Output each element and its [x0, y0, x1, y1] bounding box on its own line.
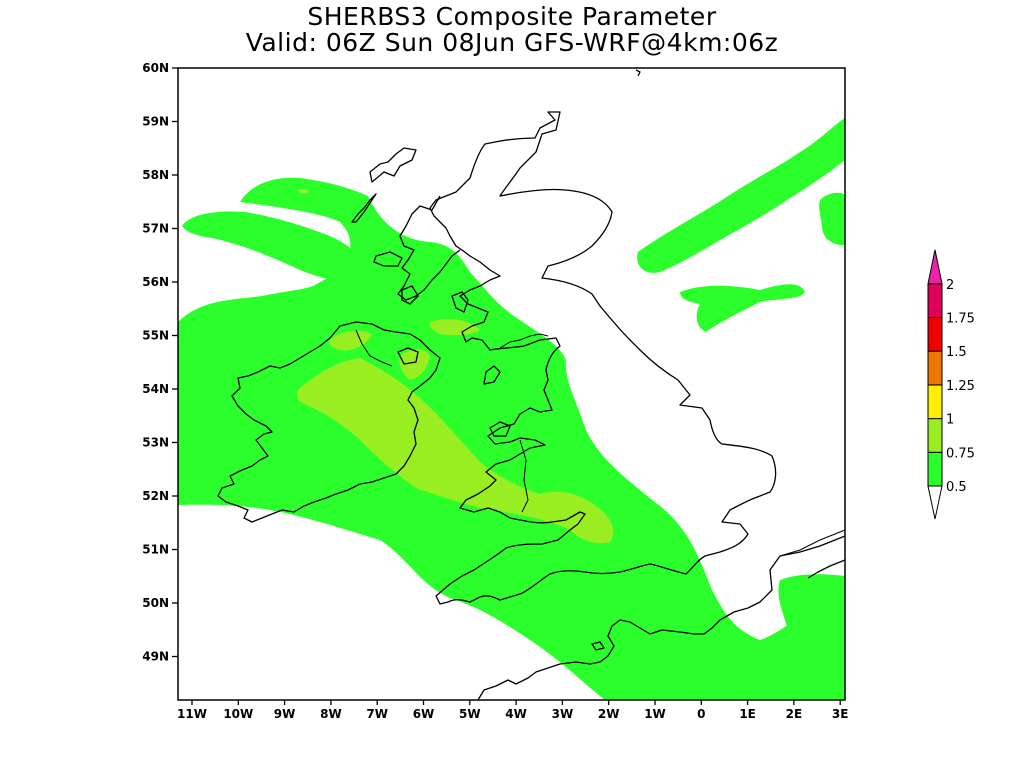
field-0.5-lobe [680, 284, 805, 332]
field-0.5-nw [182, 211, 364, 281]
colorbar-swatch [927, 418, 943, 453]
lon-tick-label: 10W [223, 707, 253, 721]
lon-tick-label: 11W [177, 707, 207, 721]
field-0.5-north-sea [637, 118, 845, 273]
coastline-continent-east [807, 559, 846, 579]
colorbar-over-triangle [927, 249, 943, 285]
lat-tick-label: 56N [142, 275, 169, 289]
colorbar-level-label: 0.75 [946, 446, 975, 461]
coastline-norway [635, 69, 641, 77]
colorbar-level-label: 1 [946, 413, 954, 428]
colorbar: 0.5 0.75 1 1.25 1.5 1.75 2 [927, 249, 975, 520]
lat-tick-label: 59N [142, 115, 169, 129]
lon-tick-label: 6W [413, 707, 435, 721]
lat-tick-label: 52N [142, 489, 169, 503]
lon-tick-label: 3W [552, 707, 574, 721]
field-0.5-se [778, 574, 845, 700]
coastline-channel-islands [591, 641, 605, 651]
coastline-isle-of-man [483, 365, 501, 385]
lon-tick-label: 2E [786, 707, 803, 721]
field-0.5-main [178, 177, 845, 700]
field-0.75-ni [399, 349, 430, 380]
colorbar-level-label: 2 [946, 278, 954, 293]
colorbar-level-label: 1.5 [946, 345, 967, 360]
lat-tick-label: 57N [142, 222, 169, 236]
borders [355, 329, 846, 557]
border-france-belgium [779, 529, 846, 557]
coastline-islay [401, 285, 419, 305]
lon-tick-label: 1E [739, 707, 756, 721]
colorbar-under-triangle [927, 485, 943, 520]
latitude-axis: 60N 59N 58N 57N 56N 55N 54N 53N 52N 51N 50N 49N [142, 61, 178, 664]
field-0.75-scot [429, 319, 480, 336]
field-0.75-band [297, 358, 614, 544]
coastline-skye [369, 147, 417, 183]
lat-tick-label: 53N [142, 436, 169, 450]
coastline-ireland [217, 321, 441, 523]
colorbar-level-label: 0.5 [946, 480, 967, 495]
border-northern-ireland [355, 329, 393, 367]
colorbar-level-label: 1.25 [946, 379, 975, 394]
lat-tick-label: 49N [142, 650, 169, 664]
chart-title: SHERBS3 Composite Parameter [307, 2, 717, 31]
coastline-great-britain [429, 111, 777, 605]
field-0.75-north [329, 330, 372, 351]
border-wales-england [519, 439, 529, 513]
coastline-anglesey [489, 421, 511, 437]
lon-tick-label: 8W [320, 707, 342, 721]
colorbar-swatch [927, 384, 943, 420]
coastline-hebrides [351, 193, 377, 223]
colorbar-swatch [927, 317, 943, 352]
lat-tick-label: 55N [142, 329, 169, 343]
coastline-arran [451, 291, 469, 313]
lon-tick-label: 4W [505, 707, 527, 721]
lon-tick-label: 1W [644, 707, 666, 721]
lon-tick-label: 3E [832, 707, 849, 721]
coastline-west-scotland [397, 195, 461, 301]
field-0.5-east-patch [819, 192, 845, 246]
colorbar-swatch [927, 283, 943, 318]
lon-tick-label: 2W [598, 707, 620, 721]
coastline-france [477, 535, 846, 701]
coastline-lough-neagh [397, 347, 419, 365]
lon-tick-label: 0 [697, 707, 705, 721]
colorbar-swatch [927, 451, 943, 487]
lon-tick-label: 5W [459, 707, 481, 721]
lon-tick-label: 9W [274, 707, 296, 721]
lat-tick-label: 58N [142, 168, 169, 182]
lat-tick-label: 60N [142, 61, 169, 75]
border-scotland-england [499, 333, 549, 349]
coastlines [217, 69, 846, 701]
coastline-mull [373, 251, 403, 267]
lat-tick-label: 51N [142, 543, 169, 557]
longitude-axis: 11W 10W 9W 8W 7W 6W 5W 4W 3W 2W 1W 0 1E 2E 3E [177, 700, 848, 721]
field-0.75-small [298, 188, 309, 194]
parameter-field [178, 118, 845, 700]
chart-subtitle: Valid: 06Z Sun 08Jun GFS-WRF@4km:06z [245, 28, 779, 57]
lat-tick-label: 50N [142, 596, 169, 610]
lon-tick-label: 7W [366, 707, 388, 721]
colorbar-swatch [927, 350, 943, 386]
map-frame [177, 67, 846, 701]
colorbar-level-label: 1.75 [946, 312, 975, 327]
lat-tick-label: 54N [142, 382, 169, 396]
